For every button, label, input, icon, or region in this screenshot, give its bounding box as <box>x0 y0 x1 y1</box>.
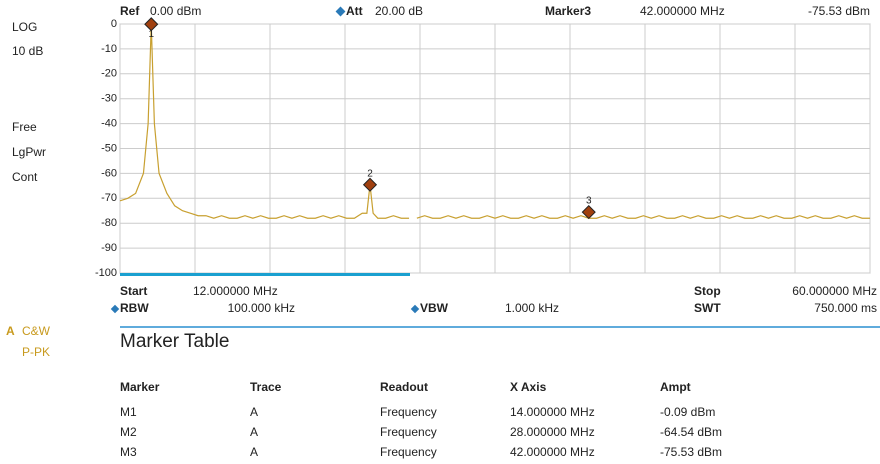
marker <box>362 177 378 192</box>
table-cell: Frequency <box>380 405 437 419</box>
marker-table: Marker Trace Readout X Axis Ampt M1 A Frequency… <box>120 380 722 459</box>
marker-label: 2 <box>367 168 373 179</box>
stop-value: 60.000000 MHz <box>792 284 877 298</box>
vbw-label: VBW <box>420 301 449 315</box>
y-tick-label: -30 <box>101 93 117 105</box>
detector-label: LgPwr <box>12 145 46 159</box>
marker-freq: 42.000000 MHz <box>640 4 725 18</box>
trace-detector: P-PK <box>22 345 50 359</box>
table-cell: -64.54 dBm <box>660 425 722 439</box>
swt-value: 750.000 ms <box>814 301 877 315</box>
trace <box>119 24 870 219</box>
table-cell: 42.000000 MHz <box>510 445 595 459</box>
sweep-progress <box>120 273 410 276</box>
column-header: Trace <box>250 380 282 394</box>
sweep-label: Cont <box>12 170 38 184</box>
table-cell: M1 <box>120 405 137 419</box>
y-tick-label: -20 <box>101 68 117 80</box>
att-label: Att <box>346 4 363 18</box>
table-title: Marker Table <box>120 331 229 352</box>
softkey-icon <box>335 6 346 17</box>
rbw-label: RBW <box>120 301 149 315</box>
y-tick-label: -100 <box>95 267 117 279</box>
y-tick-label: -70 <box>101 192 117 204</box>
softkey-icon <box>110 304 120 314</box>
softkey-icon <box>410 304 420 314</box>
y-tick-label: -60 <box>101 167 117 179</box>
table-cell: M3 <box>120 445 137 459</box>
table-cell: A <box>250 405 258 419</box>
stop-label: Stop <box>694 284 721 298</box>
ref-label: Ref <box>120 4 140 18</box>
y-tick-label: -90 <box>101 242 117 254</box>
y-tick-label: -40 <box>101 118 117 130</box>
y-tick-label: 0 <box>111 18 117 30</box>
vbw-value: 1.000 kHz <box>505 301 559 315</box>
marker-label: Marker3 <box>545 4 591 18</box>
y-tick-label: -10 <box>101 43 117 55</box>
start-label: Start <box>120 284 147 298</box>
table-cell: -75.53 dBm <box>660 445 722 459</box>
marker <box>144 17 159 32</box>
table-cell: Frequency <box>380 445 437 459</box>
trace-name: A <box>6 324 15 338</box>
y-tick-label: -50 <box>101 142 117 154</box>
column-header: Readout <box>380 380 428 394</box>
table-cell: M2 <box>120 425 137 439</box>
rbw-value: 100.000 kHz <box>228 301 295 315</box>
marker-label: 3 <box>586 196 592 207</box>
start-value: 12.000000 MHz <box>193 284 278 298</box>
table-cell: 28.000000 MHz <box>510 425 595 439</box>
marker-ampt: -75.53 dBm <box>808 4 870 18</box>
trace-mode: C&W <box>22 324 51 338</box>
div-label: 10 dB <box>12 44 43 58</box>
att-value: 20.00 dB <box>375 4 423 18</box>
table-cell: A <box>250 445 258 459</box>
table-cell: 14.000000 MHz <box>510 405 595 419</box>
column-header: X Axis <box>510 380 547 394</box>
plot: 0 -10 -20 -30 -40 -50 -60 -70 -80 -90 -100 1 2 3 <box>95 17 871 279</box>
table-cell: -0.09 dBm <box>660 405 715 419</box>
mode-label: Free <box>12 120 37 134</box>
column-header: Ampt <box>660 380 691 394</box>
marker-label: 1 <box>148 29 154 40</box>
table-cell: A <box>250 425 258 439</box>
ref-value: 0.00 dBm <box>150 4 201 18</box>
column-header: Marker <box>120 380 160 394</box>
swt-label: SWT <box>694 301 721 315</box>
scale-label: LOG <box>12 20 37 34</box>
marker <box>581 204 596 220</box>
y-tick-label: -80 <box>101 217 117 229</box>
table-cell: Frequency <box>380 425 437 439</box>
